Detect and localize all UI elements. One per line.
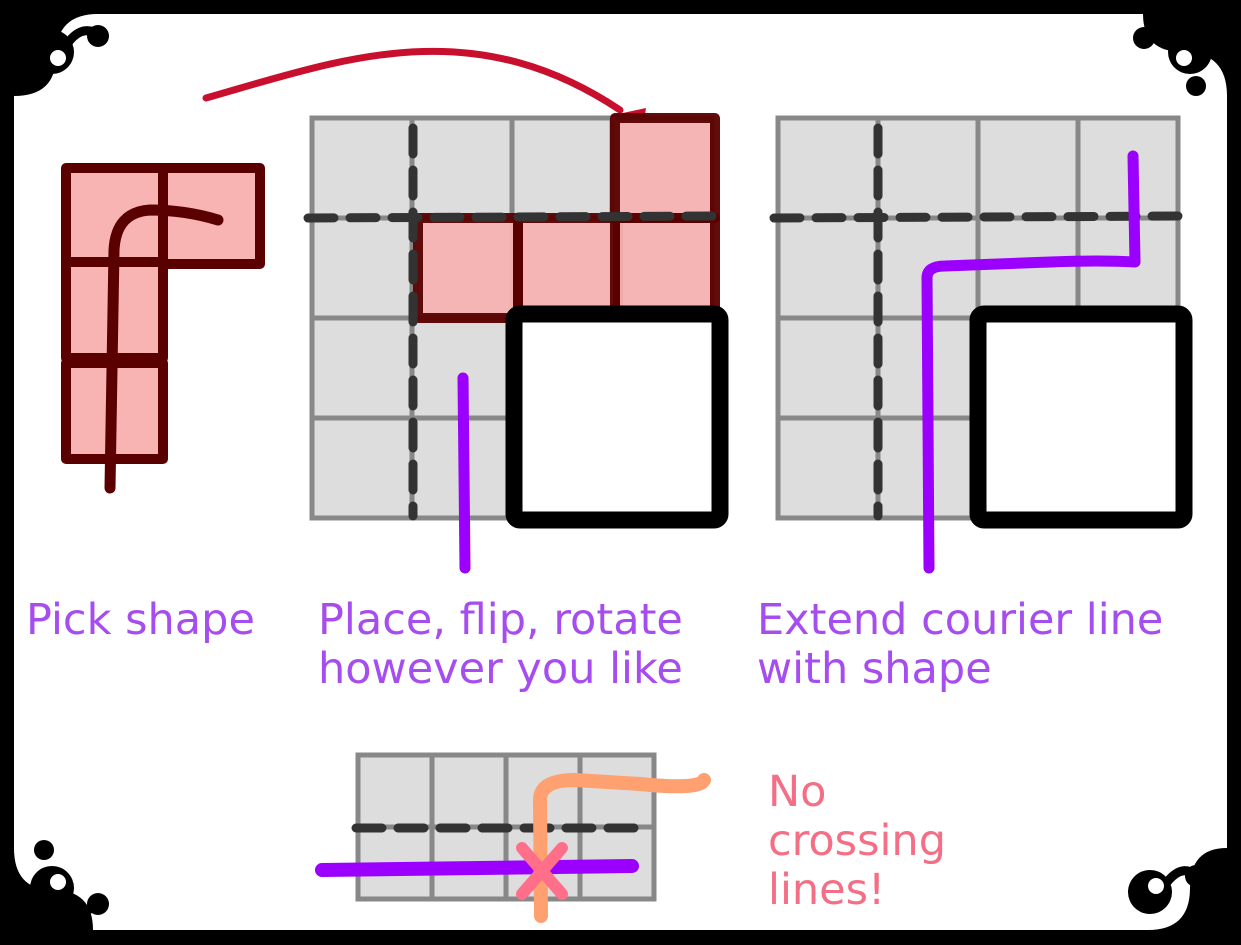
blocked-building xyxy=(505,305,729,529)
grid-cell xyxy=(775,315,881,421)
placed-shape-cell xyxy=(610,213,720,323)
crossing-example-board xyxy=(315,752,711,923)
grid-cell xyxy=(1075,215,1181,321)
grid-cell xyxy=(509,115,615,221)
step-caption-pick-shape: Pick shape xyxy=(26,595,255,645)
shape-route xyxy=(104,204,224,494)
extended-courier-line xyxy=(921,150,1141,574)
placement-board xyxy=(303,113,729,574)
grid-cell xyxy=(775,415,881,521)
courier-line-horizontal xyxy=(315,859,639,877)
corner-ornament-top-left xyxy=(30,25,109,74)
corner-ornament-bottom-right xyxy=(1128,865,1207,914)
grid-cell xyxy=(309,215,415,321)
grid-cell xyxy=(775,115,881,221)
cross-mark xyxy=(516,842,568,900)
grid-cell xyxy=(429,752,509,830)
grid-cell xyxy=(309,315,415,421)
grid-cell xyxy=(775,215,881,321)
grid-cell xyxy=(355,752,435,830)
dashed-divider xyxy=(303,211,727,223)
placed-shape-cell xyxy=(413,213,523,323)
step-caption-extend-line: Extend courier line with shape xyxy=(757,595,1164,694)
placement-arrow xyxy=(202,47,624,114)
rule-caption-no-crossing: No crossing lines! xyxy=(768,767,946,915)
courier-line xyxy=(457,372,471,574)
picked-shape xyxy=(61,163,265,494)
grid-cell xyxy=(309,115,415,221)
placed-shape-cell xyxy=(610,113,720,223)
grid-cell xyxy=(975,115,1081,221)
dashed-divider xyxy=(769,211,1193,223)
grid-cell xyxy=(875,115,981,221)
extension-board xyxy=(769,115,1193,574)
corner-ornament-bottom-left xyxy=(30,840,109,915)
corner-ornament-top-right xyxy=(1133,27,1212,96)
placed-shape-cell xyxy=(513,213,623,323)
grid-cell xyxy=(409,115,515,221)
step-caption-place-shape: Place, flip, rotate however you like xyxy=(318,595,683,694)
crossing-line xyxy=(533,773,711,923)
blocked-building xyxy=(969,305,1193,529)
grid-cell xyxy=(309,415,415,521)
